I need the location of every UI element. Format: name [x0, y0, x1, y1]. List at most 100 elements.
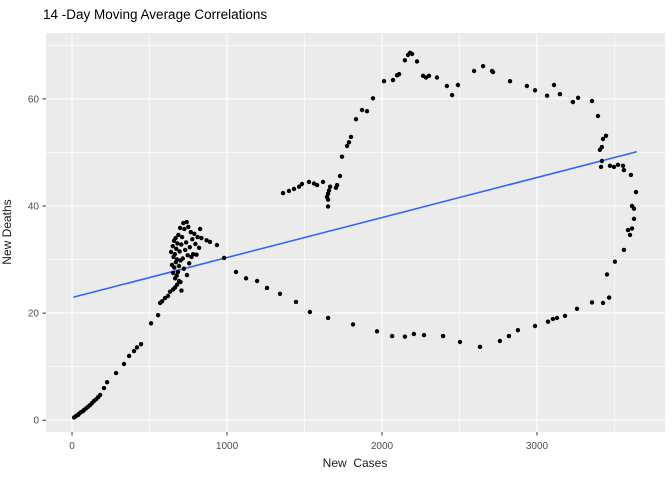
data-point [457, 339, 463, 345]
data-point [353, 117, 359, 122]
data-point [620, 163, 626, 168]
data-point [350, 322, 356, 327]
x-tick-label: 2000 [371, 441, 394, 452]
data-point [449, 92, 455, 98]
data-point [589, 98, 595, 104]
data-point [277, 291, 283, 296]
data-point [97, 392, 103, 398]
data-point [207, 239, 213, 245]
data-point [254, 278, 260, 284]
data-point [595, 113, 601, 119]
data-point [177, 249, 182, 254]
data-point [333, 185, 339, 190]
data-point [434, 75, 440, 80]
data-point [381, 79, 387, 84]
data-point [532, 323, 538, 329]
data-point [138, 342, 144, 347]
data-point [188, 230, 193, 235]
data-point [221, 255, 227, 261]
data-point [562, 313, 568, 318]
data-point [524, 83, 530, 89]
plot-panel-background [46, 33, 665, 432]
data-point [455, 82, 461, 88]
data-point [173, 235, 178, 241]
data-point [190, 237, 195, 242]
data-point [325, 197, 331, 202]
data-point [489, 68, 495, 74]
data-point [113, 370, 119, 376]
data-point [394, 73, 400, 78]
data-point [607, 163, 613, 168]
data-point [611, 164, 617, 170]
data-point [291, 186, 297, 192]
data-point [175, 269, 181, 275]
data-point [199, 235, 204, 241]
data-point [148, 321, 154, 326]
data-point [176, 232, 181, 238]
y-tick-label: 60 [28, 94, 40, 105]
y-axis-title: New Deaths [0, 199, 14, 264]
data-point [126, 353, 132, 359]
data-point [600, 300, 606, 306]
data-point [174, 282, 180, 287]
minor-gridlines [46, 33, 665, 432]
data-point [243, 276, 249, 281]
data-point [101, 385, 107, 391]
data-point [339, 154, 345, 159]
x-axis-title: New Cases [323, 456, 388, 470]
data-point [612, 259, 618, 264]
data-point [544, 93, 550, 98]
data-point [195, 234, 200, 240]
data-point [185, 253, 190, 258]
data-point [550, 316, 556, 322]
data-point [574, 306, 580, 311]
data-point [615, 162, 621, 167]
data-point [293, 299, 299, 305]
data-point [421, 332, 427, 338]
x-tick-label: 3000 [526, 441, 549, 452]
chart-title: 14 -Day Moving Average Correlations [43, 7, 267, 22]
data-point [402, 58, 408, 63]
data-point [570, 99, 576, 105]
data-point [621, 167, 627, 173]
data-point [196, 245, 202, 250]
data-point [306, 179, 312, 185]
data-point [359, 107, 365, 113]
data-point [506, 333, 512, 339]
data-point [346, 140, 352, 145]
data-point [631, 216, 637, 221]
y-tick-label: 0 [33, 416, 39, 427]
data-point [326, 188, 332, 193]
major-gridlines [46, 33, 665, 432]
data-point [181, 266, 187, 271]
data-points-group [71, 50, 639, 420]
data-point [621, 247, 627, 253]
data-point [174, 257, 180, 262]
data-point [183, 247, 188, 253]
data-point [175, 241, 180, 246]
data-point [348, 134, 354, 140]
data-point [625, 227, 631, 233]
data-point [134, 345, 140, 350]
data-point [600, 136, 606, 142]
data-point [629, 203, 635, 209]
data-point [179, 242, 184, 247]
axis-tick-marks [42, 98, 538, 436]
data-point [414, 59, 420, 64]
data-point [170, 244, 175, 249]
data-point [179, 234, 185, 240]
y-tick-labels: 0 20 40 60 [28, 94, 40, 426]
data-point [178, 279, 183, 285]
data-point [131, 348, 137, 354]
y-tick-label: 20 [28, 309, 40, 320]
data-point [444, 83, 450, 89]
data-point [337, 173, 343, 179]
data-point [471, 68, 477, 74]
data-point [172, 252, 177, 257]
data-point [179, 288, 184, 293]
data-point [497, 338, 503, 344]
data-point [402, 334, 408, 339]
data-point [440, 333, 446, 339]
data-point [264, 285, 270, 291]
data-point [155, 313, 161, 318]
